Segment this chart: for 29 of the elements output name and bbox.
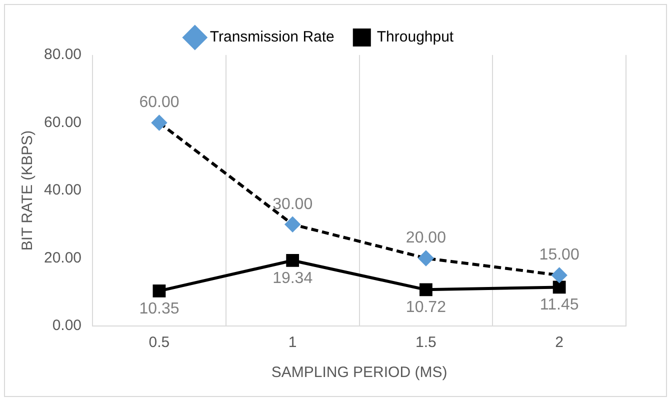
point bbox=[285, 216, 300, 232]
y-tick-label: 40.00 bbox=[44, 182, 82, 199]
x-axis-title: SAMPLING PERIOD (MS) bbox=[271, 364, 448, 382]
y-tick-label: 0.00 bbox=[52, 317, 82, 334]
point bbox=[418, 250, 434, 266]
data-label: 10.72 bbox=[406, 299, 446, 316]
y-tick-label: 60.00 bbox=[44, 114, 82, 131]
x-tick-label: 0.5 bbox=[148, 334, 170, 352]
x-tick-label: 1 bbox=[288, 334, 297, 352]
data-label: 20.00 bbox=[406, 230, 446, 247]
point bbox=[286, 254, 300, 267]
x-tick-label: 1.5 bbox=[416, 334, 436, 352]
legend-label: Transmission Rate bbox=[210, 28, 334, 46]
point bbox=[552, 280, 566, 294]
data-label: 60.00 bbox=[139, 94, 180, 112]
point bbox=[152, 115, 167, 130]
data-label: 19.34 bbox=[272, 270, 313, 287]
data-label: 11.45 bbox=[540, 296, 579, 314]
point bbox=[152, 284, 166, 298]
data-label: 10.35 bbox=[139, 300, 180, 318]
legend-label: Throughput bbox=[376, 28, 454, 46]
y-axis-title: BIT RATE (KBPS) bbox=[19, 130, 36, 251]
y-tick-label: 20.00 bbox=[44, 249, 82, 266]
data-label: 15.00 bbox=[539, 246, 580, 264]
data-label: 30.00 bbox=[272, 196, 313, 213]
point bbox=[420, 283, 432, 296]
x-tick-label: 2 bbox=[555, 334, 564, 352]
y-tick-label: 80.00 bbox=[44, 46, 82, 64]
point bbox=[552, 268, 567, 283]
